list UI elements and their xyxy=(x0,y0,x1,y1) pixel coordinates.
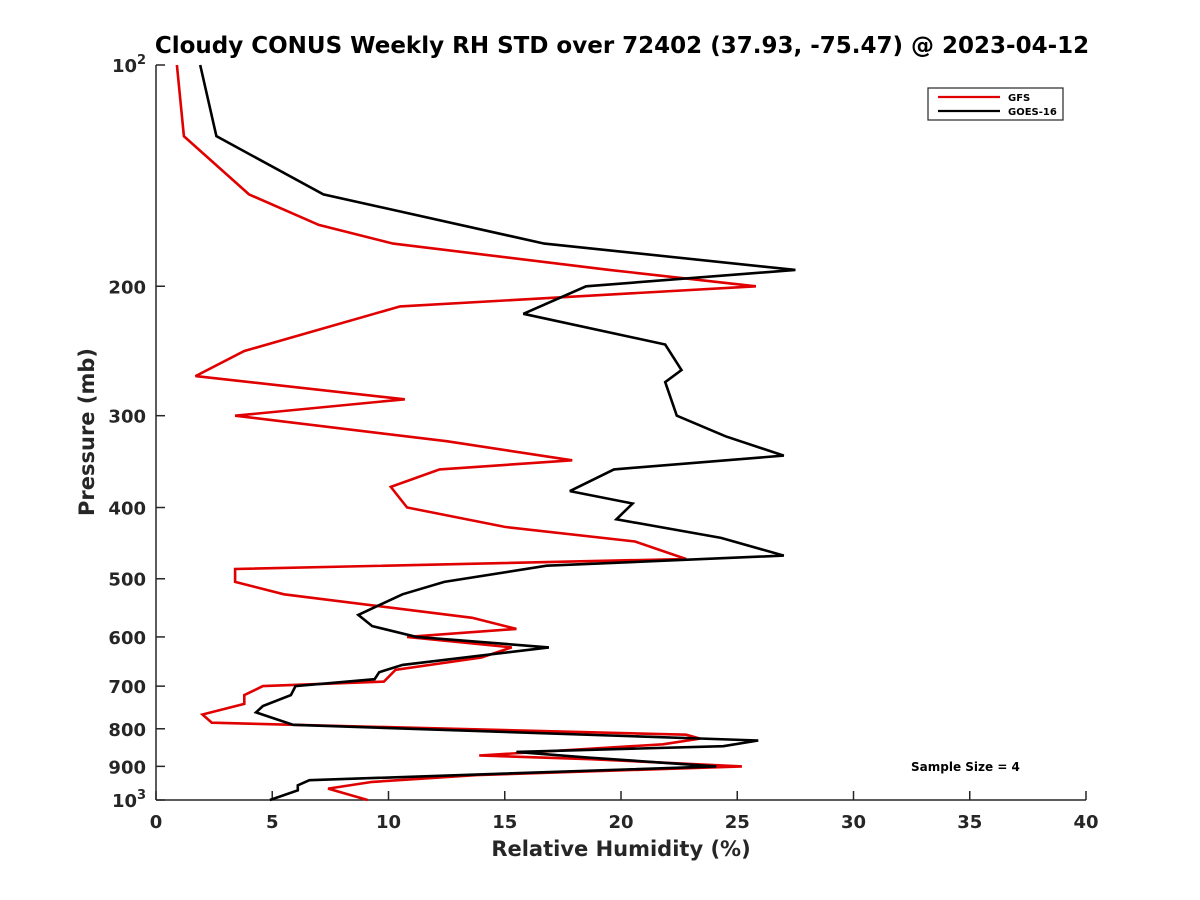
y-tick-label: 500 xyxy=(108,570,146,591)
x-tick-label: 25 xyxy=(725,812,750,833)
legend: GFS GOES-16 xyxy=(927,87,1064,121)
x-tick-label: 40 xyxy=(1073,812,1098,833)
x-tick-label: 20 xyxy=(608,812,633,833)
x-tick-label: 35 xyxy=(957,812,982,833)
x-axis-label: Relative Humidity (%) xyxy=(491,837,750,861)
y-tick-label: 700 xyxy=(108,677,146,698)
axes xyxy=(155,65,1086,801)
y-tick-label: 10 xyxy=(112,791,137,812)
y-tick-label: 200 xyxy=(108,277,146,298)
legend-box xyxy=(927,87,1064,121)
series-layer xyxy=(175,64,796,802)
y-tick-label: 400 xyxy=(108,499,146,520)
legend-label-goes16: GOES-16 xyxy=(1008,107,1057,118)
y-axis-label: Pressure (mb) xyxy=(75,348,99,516)
sample-size-annotation: Sample Size = 4 xyxy=(911,760,1020,774)
x-tick-label: 0 xyxy=(150,812,163,833)
chart-title: Cloudy CONUS Weekly RH STD over 72402 (3… xyxy=(155,33,1089,59)
y-tick-label: 300 xyxy=(108,407,146,428)
x-axis-ticks: 0 5 10 15 20 25 30 35 40 xyxy=(150,791,1099,833)
y-tick-exponent: 3 xyxy=(137,788,146,803)
legend-label-gfs: GFS xyxy=(1008,93,1030,104)
y-tick-label: 800 xyxy=(108,720,146,741)
y-tick-exponent: 2 xyxy=(137,53,146,68)
x-tick-label: 10 xyxy=(376,812,401,833)
y-tick-label: 900 xyxy=(108,757,146,778)
x-tick-label: 5 xyxy=(266,812,279,833)
series-line-gfs xyxy=(175,64,757,802)
x-tick-label: 15 xyxy=(492,812,517,833)
y-tick-label: 600 xyxy=(108,628,146,649)
series-line-goes16 xyxy=(198,64,796,802)
y-tick-label: 10 xyxy=(112,56,137,77)
x-tick-label: 30 xyxy=(841,812,866,833)
